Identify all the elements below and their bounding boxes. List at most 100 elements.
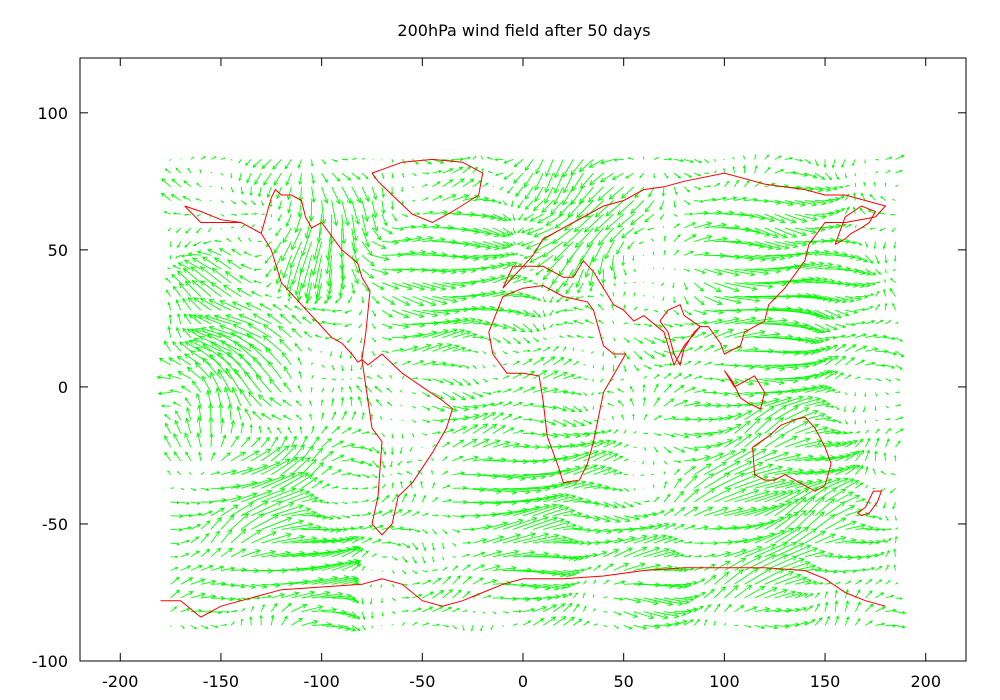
wind-vector	[185, 417, 192, 434]
wind-vector	[754, 378, 785, 386]
wind-vector	[854, 601, 861, 612]
wind-vector	[331, 309, 342, 313]
wind-vector	[291, 493, 315, 503]
wind-vector	[875, 552, 885, 558]
wind-vector	[845, 296, 862, 302]
wind-vector	[422, 392, 431, 398]
wind-vector	[341, 442, 356, 448]
wind-vector	[462, 487, 485, 493]
wind-vector	[623, 624, 633, 630]
wind-vector	[291, 510, 318, 517]
wind-vector	[482, 579, 498, 585]
wind-vector	[603, 549, 620, 558]
wind-vector	[703, 472, 731, 489]
wind-vector	[564, 296, 574, 302]
wind-vector	[492, 440, 511, 448]
wind-vector	[442, 282, 466, 289]
wind-vector	[177, 241, 182, 249]
wind-vector	[860, 192, 866, 201]
wind-vector	[492, 377, 499, 380]
wind-vector	[663, 597, 690, 605]
wind-vector	[331, 454, 345, 462]
wind-vector	[190, 156, 195, 160]
wind-vector	[442, 254, 469, 261]
wind-vector	[814, 592, 820, 599]
wind-vector	[294, 342, 302, 352]
wind-vector	[263, 172, 272, 186]
wind-vector	[247, 323, 272, 338]
wind-vector	[554, 213, 574, 229]
wind-vector	[532, 200, 544, 212]
wind-vector	[583, 213, 604, 233]
wind-vector	[844, 392, 848, 395]
wind-vector	[660, 282, 665, 286]
wind-vector	[422, 378, 432, 382]
wind-vector	[214, 239, 222, 243]
wind-vector	[522, 493, 559, 503]
wind-vector	[482, 521, 509, 530]
wind-vector	[663, 433, 676, 438]
wind-vector	[297, 200, 303, 218]
wind-vector	[200, 500, 213, 505]
wind-vector	[190, 487, 197, 491]
wind-vector	[432, 296, 458, 304]
wind-vector	[180, 254, 191, 258]
wind-vector	[794, 200, 818, 207]
wind-vector	[744, 364, 771, 371]
wind-vector	[643, 432, 649, 435]
wind-vector	[400, 480, 403, 489]
wind-vector	[831, 159, 836, 169]
wind-vector	[281, 490, 311, 503]
wind-vector	[673, 477, 682, 489]
wind-vector	[295, 414, 302, 421]
wind-vector	[613, 158, 624, 162]
wind-vector	[351, 563, 362, 571]
wind-vector	[824, 601, 829, 612]
wind-vector	[694, 592, 707, 599]
wind-vector	[734, 196, 748, 201]
wind-vector	[233, 340, 262, 366]
wind-vector	[784, 544, 812, 558]
wind-vector	[623, 444, 629, 448]
wind-vector	[584, 255, 594, 278]
wind-vector	[683, 282, 688, 291]
wind-vector	[583, 378, 588, 381]
wind-vector	[804, 213, 827, 220]
wind-vector	[291, 474, 314, 489]
wind-vector	[432, 623, 440, 627]
wind-vector	[804, 323, 826, 334]
wind-vector	[874, 406, 877, 412]
wind-vector	[864, 449, 870, 462]
wind-vector	[391, 282, 413, 291]
wind-vector	[502, 375, 510, 380]
wind-vector	[704, 172, 710, 175]
wind-vector	[170, 514, 184, 519]
wind-vector	[814, 533, 837, 544]
wind-vector	[462, 378, 472, 386]
wind-vector	[492, 274, 515, 284]
wind-vector	[392, 526, 405, 531]
wind-vector	[311, 591, 344, 599]
wind-vector	[351, 429, 362, 434]
wind-vector	[784, 407, 810, 421]
wind-vector	[744, 268, 782, 274]
wind-vector	[230, 435, 239, 448]
wind-vector	[597, 255, 604, 276]
wind-vector	[864, 590, 873, 599]
wind-vector	[492, 401, 504, 407]
wind-vector	[359, 309, 363, 316]
wind-vector	[502, 227, 514, 236]
wind-vector	[175, 410, 182, 421]
wind-vector	[167, 227, 171, 232]
wind-vector	[230, 567, 247, 573]
wind-vector	[220, 213, 225, 217]
wind-vector	[885, 336, 896, 341]
wind-vector	[492, 487, 531, 495]
wind-vector	[250, 448, 272, 462]
wind-vector	[814, 603, 820, 612]
wind-vector	[605, 213, 624, 231]
wind-vector	[186, 366, 202, 380]
wind-vector	[573, 450, 599, 462]
wind-vector	[240, 464, 269, 476]
wind-vector	[683, 400, 701, 407]
